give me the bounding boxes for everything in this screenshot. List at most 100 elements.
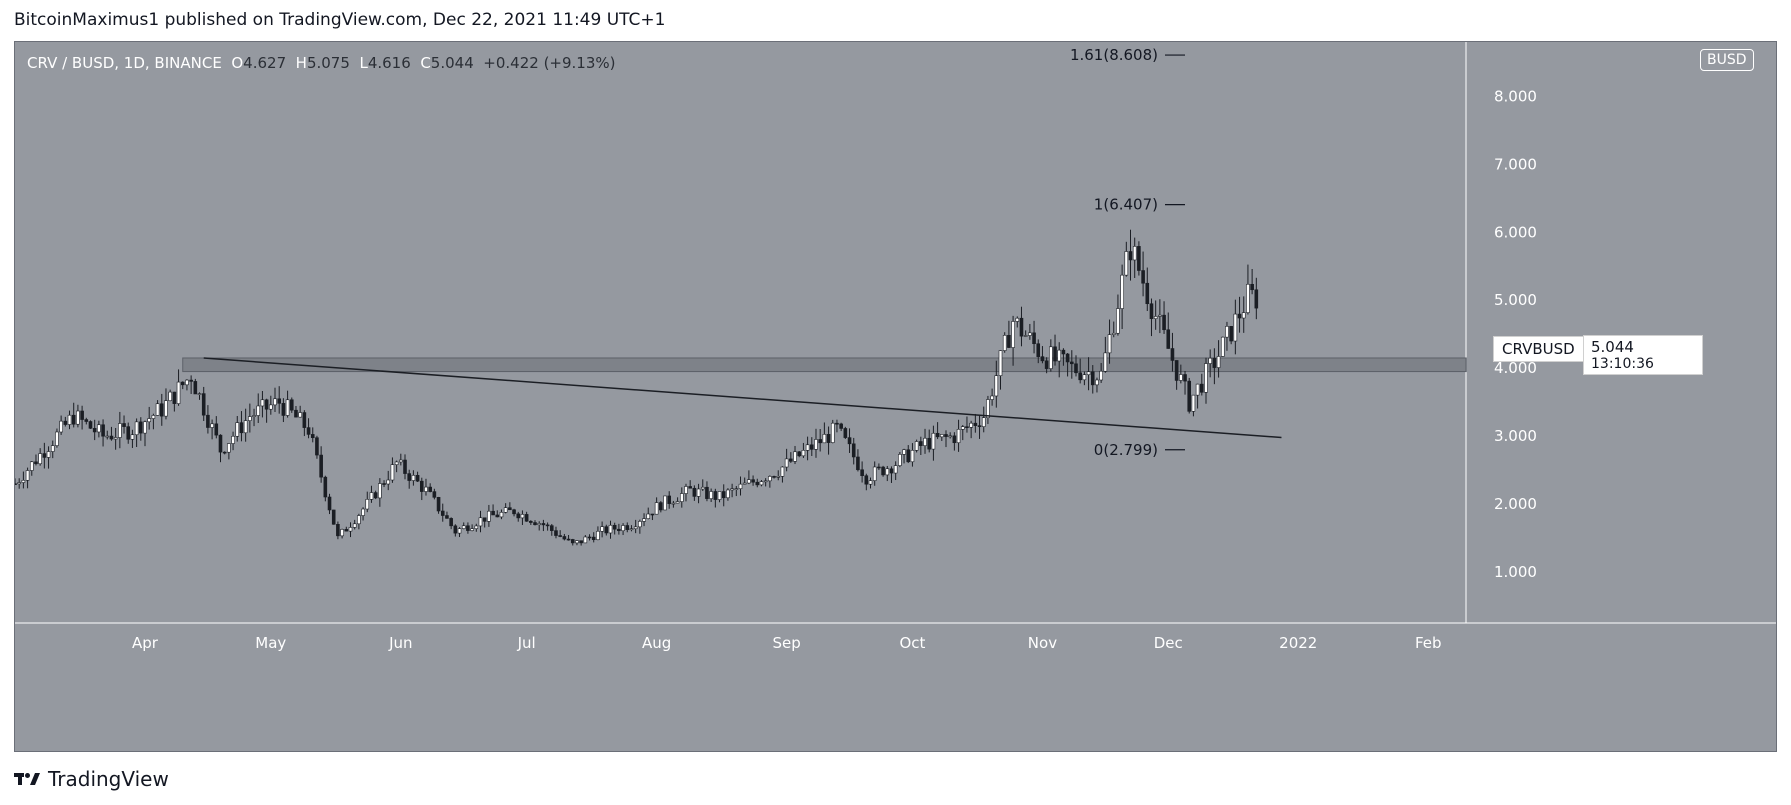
candle-body [898,454,902,466]
candle-body [591,536,596,541]
candle-body [1200,383,1204,393]
candle-body [1032,332,1036,345]
currency-badge[interactable]: BUSD [1700,49,1754,71]
candle-body [981,417,986,427]
candle-body [478,517,483,527]
candle-body [80,410,84,420]
fib-level-label: 1(6.407) [1094,196,1158,214]
candle-body [877,466,881,469]
candle-body [1220,336,1225,357]
candle-body [717,491,722,500]
candle-body [50,445,55,452]
candle-body [331,509,336,525]
candle-body [1107,334,1112,354]
candle-body [189,379,193,382]
candle-body [315,437,319,456]
candle-body [604,526,609,534]
price-tick-label: 4.000 [1494,359,1537,377]
candle-body [1103,352,1108,372]
fib-level-label: 1.61(8.608) [1070,46,1158,64]
candle-body [935,432,940,438]
candle-body [1120,274,1124,309]
candle-body [759,481,764,486]
candle-body [843,428,848,438]
candle-body [965,426,969,428]
candle-body [1036,343,1041,357]
candle-body [1061,349,1066,355]
candle-body [814,439,818,450]
candle-body [612,524,617,530]
descending-trendline [203,357,1282,439]
candle-body [960,426,965,430]
candle-body [67,414,72,425]
candle-body [579,540,583,544]
candle-body [638,521,642,528]
candle-body [1250,283,1254,291]
candle-body [155,403,160,416]
candle-body [76,410,80,425]
candle-body [956,429,961,444]
candle-body [46,451,51,458]
chart-frame[interactable]: 1.000 2.000 3.000 4.000 5.000 6.000 7.000 8.000… [14,41,1777,752]
candle-body [499,512,504,518]
candle-body [1229,326,1233,342]
price-tick-label: 7.000 [1494,155,1537,173]
candle-body [235,422,240,437]
candle-body [1078,372,1082,381]
candle-body [809,444,814,450]
candle-body [763,480,768,483]
candle-body [130,434,135,440]
candle-body [357,515,361,525]
candle-body [382,483,386,485]
candle-body [986,399,990,418]
candle-body [893,465,898,474]
candle-body [197,393,202,395]
candle-body [625,525,630,530]
candle-body [218,434,223,453]
candle-body [495,514,500,518]
candle-body [487,510,491,522]
candle-body [298,412,302,418]
candle-body [25,470,30,481]
candle-body [1128,251,1133,261]
candle-body [369,492,374,500]
candle-body [352,523,357,528]
candle-body [457,528,462,534]
close-value: 5.044 [430,54,474,72]
candle-body [570,539,575,544]
candle-body [600,526,604,532]
chart-canvas[interactable]: 1.000 2.000 3.000 4.000 5.000 6.000 7.000 8.000… [15,42,1776,751]
candle-body [751,479,755,483]
candle-body [92,428,97,433]
candle-body [1153,316,1158,319]
candle-body [344,529,349,532]
price-tick-label: 2.000 [1494,495,1537,513]
candle-body [663,495,667,511]
candle-body [1040,356,1045,362]
tradingview-footer[interactable]: TradingView [14,764,169,794]
candle-body [830,422,835,443]
candle-body [214,423,219,436]
candle-body [721,491,726,499]
candle-body [902,449,906,455]
candle-body [378,483,382,499]
candle-body [210,423,214,428]
candle-body [633,526,638,530]
last-price-tag: 5.044 13:10:36 [1583,335,1703,375]
candle-body [1195,383,1200,396]
candle-body [415,475,420,482]
candle-body [994,375,999,397]
candle-body [1204,363,1208,393]
candle-body [889,468,894,474]
candle-body [407,473,412,481]
candle-body [248,416,252,421]
candle-body [868,480,873,485]
candle-body [864,475,869,485]
candle-body [432,491,437,498]
candle-body [1208,357,1212,364]
candle-body [134,421,139,436]
candle-body [944,434,948,437]
candle-body [529,520,533,523]
candle-body [88,421,93,429]
bar-countdown: 13:10:36 [1591,356,1654,372]
